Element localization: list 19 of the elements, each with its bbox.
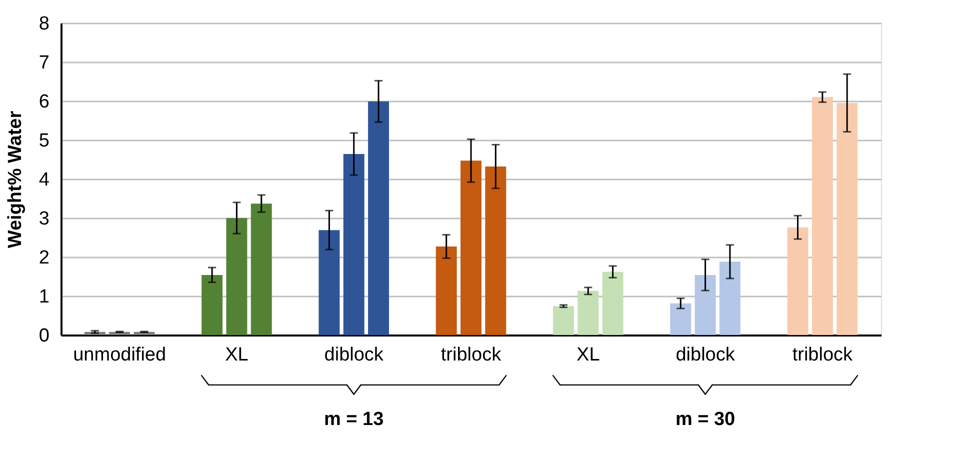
- x-tick-label: XL: [576, 344, 600, 366]
- x-tick-label: triblock: [792, 344, 854, 366]
- x-tick-label: unmodified: [73, 344, 166, 366]
- x-tick-label: diblock: [676, 344, 736, 366]
- y-tick-label: 4: [38, 170, 50, 190]
- text: m = 30: [675, 409, 736, 430]
- x-tick-label: XL: [225, 344, 248, 366]
- y-tick-label: 8: [38, 14, 50, 34]
- x-tick-label: diblock: [324, 344, 384, 366]
- y-tick-label: 0: [38, 326, 50, 346]
- y-tick-label: 2: [38, 248, 50, 268]
- y-tick-label: 7: [38, 52, 50, 74]
- y-tick-label: 1: [38, 286, 50, 308]
- y-tick-label: 3: [38, 208, 50, 230]
- y-tick-label: 6: [38, 92, 50, 112]
- text: m = 13: [324, 409, 384, 430]
- x-tick-label: triblock: [440, 344, 502, 366]
- y-axis-title: Weight% Water: [4, 110, 26, 248]
- y-tick-label: 5: [38, 130, 50, 152]
